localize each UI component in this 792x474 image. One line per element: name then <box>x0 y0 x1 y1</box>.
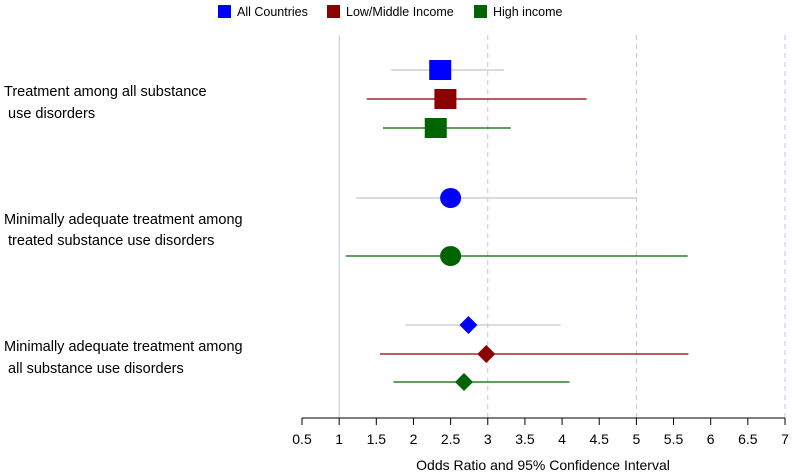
group-label-line: treated substance use disorders <box>4 233 214 249</box>
legend-swatch <box>327 5 340 18</box>
x-tick-label: 0.5 <box>292 431 312 447</box>
legend-item: Low/Middle Income <box>327 5 454 19</box>
point-estimate-circle <box>440 246 462 266</box>
legend-label: High income <box>493 5 563 19</box>
x-tick-label: 3.5 <box>515 431 535 447</box>
legend-item: High income <box>474 5 563 19</box>
point-estimate-diamond <box>459 316 478 334</box>
x-tick-label: 2 <box>410 431 418 447</box>
x-tick-label: 2.5 <box>441 431 461 447</box>
x-tick-label: 7 <box>781 431 789 447</box>
group-3 <box>380 316 689 391</box>
x-tick-label: 1 <box>335 431 343 447</box>
group-1 <box>366 60 587 138</box>
point-estimate-diamond <box>477 345 496 363</box>
x-tick-label: 6 <box>707 431 715 447</box>
x-tick-label: 6.5 <box>738 431 758 447</box>
legend-label: Low/Middle Income <box>346 5 454 19</box>
group-label-line: Treatment among all substance <box>4 84 207 100</box>
point-estimate-square <box>434 89 457 109</box>
legend-swatch <box>218 5 231 18</box>
group-2 <box>345 188 688 266</box>
group-label-line: use disorders <box>4 106 95 122</box>
group-label-line: Minimally adequate treatment among <box>4 212 243 228</box>
x-axis-label: Odds Ratio and 95% Confidence Interval <box>416 457 670 473</box>
reference-lines <box>338 35 786 418</box>
legend: All Countries Low/Middle Income High incom… <box>218 5 563 19</box>
x-tick-label: 1.5 <box>367 431 387 447</box>
legend-label: All Countries <box>237 5 308 19</box>
point-estimate-square <box>424 118 447 138</box>
group-label-line: all substance use disorders <box>4 361 184 377</box>
x-axis: 0.5 1 1.5 2 2.5 3 3.5 4 4.5 5 5.5 6 6.5 7 <box>292 417 789 447</box>
x-tick-label: 5 <box>632 431 640 447</box>
point-estimate-diamond <box>454 373 473 391</box>
x-tick-label: 3 <box>484 431 492 447</box>
x-tick-label: 4.5 <box>589 431 609 447</box>
group-labels: Treatment among all substance use disord… <box>4 84 243 377</box>
legend-item: All Countries <box>218 5 308 19</box>
x-tick-label: 5.5 <box>664 431 684 447</box>
point-estimate-circle <box>440 188 462 208</box>
point-estimate-square <box>429 60 452 80</box>
plot-rows <box>345 60 689 391</box>
x-tick-label: 4 <box>558 431 566 447</box>
legend-swatch <box>474 5 487 18</box>
group-label-line: Minimally adequate treatment among <box>4 339 243 355</box>
